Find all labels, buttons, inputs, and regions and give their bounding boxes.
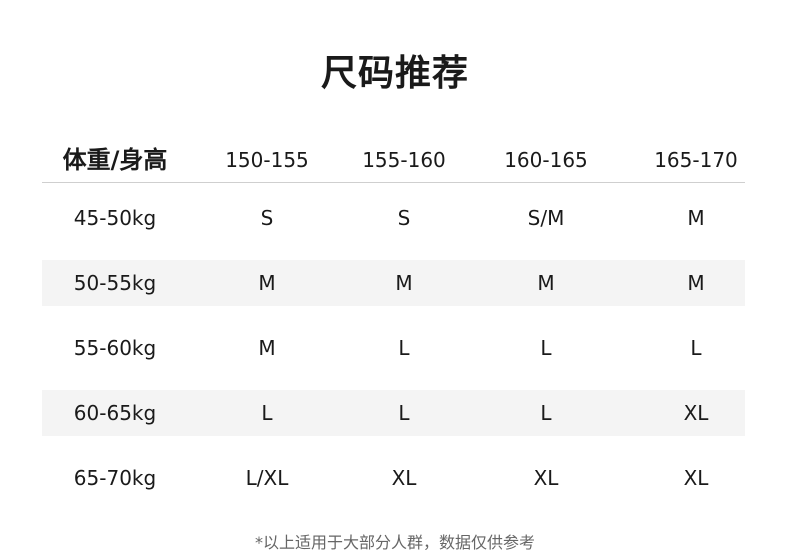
size-cell: XL <box>391 466 417 490</box>
size-cell: L/XL <box>245 466 289 490</box>
size-cell: L <box>398 336 410 360</box>
weight-cell: 65-70kg <box>73 466 157 490</box>
size-cell: XL <box>683 401 709 425</box>
weight-cell: 55-60kg <box>73 336 157 360</box>
size-cell: M <box>395 271 413 295</box>
header-cell: 165-170 <box>654 148 738 172</box>
table-row: 65-70kg L/XL XL XL XL <box>42 455 745 501</box>
table-row: 60-65kg L L L XL <box>42 390 745 436</box>
table-row: 45-50kg S S S/M M <box>42 195 745 241</box>
header-cell: 150-155 <box>225 148 309 172</box>
size-cell: M <box>687 206 705 230</box>
size-cell: L <box>398 401 410 425</box>
size-cell: L <box>540 401 552 425</box>
header-cell: 155-160 <box>362 148 446 172</box>
weight-cell: 50-55kg <box>73 271 157 295</box>
size-cell: M <box>687 271 705 295</box>
size-cell: S <box>260 206 274 230</box>
size-cell: S <box>397 206 411 230</box>
table-header: 体重/身高 150-155 155-160 160-165 165-170 <box>42 137 745 183</box>
size-cell: XL <box>533 466 559 490</box>
size-cell: M <box>258 271 276 295</box>
size-cell: M <box>258 336 276 360</box>
size-cell: L <box>690 336 702 360</box>
weight-cell: 60-65kg <box>73 401 157 425</box>
table-row: 55-60kg M L L L <box>42 325 745 371</box>
size-cell: L <box>261 401 273 425</box>
size-cell: M <box>537 271 555 295</box>
header-cell: 体重/身高 <box>62 146 168 174</box>
header-cell: 160-165 <box>504 148 588 172</box>
weight-cell: 45-50kg <box>73 206 157 230</box>
page-title: 尺码推荐 <box>320 53 469 94</box>
size-cell: XL <box>683 466 709 490</box>
size-cell: L <box>540 336 552 360</box>
size-cell: S/M <box>527 206 565 230</box>
header-divider <box>42 182 745 183</box>
table-row: 50-55kg M M M M <box>42 260 745 306</box>
footnote: *以上适用于大部分人群，数据仅供参考 <box>254 533 535 552</box>
